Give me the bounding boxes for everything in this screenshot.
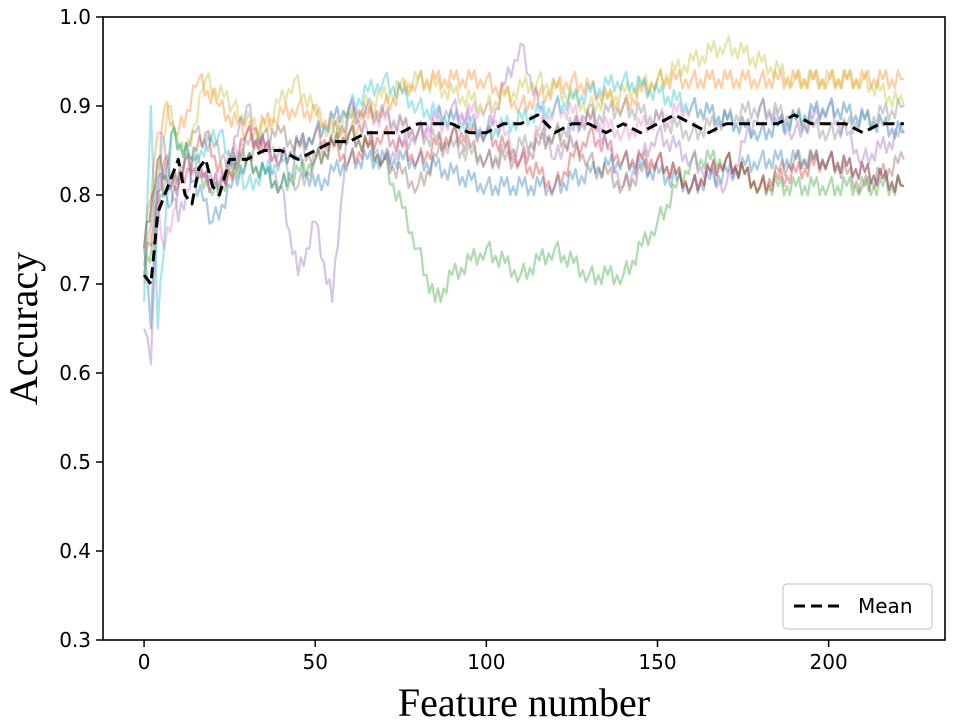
run-line-1 bbox=[143, 149, 905, 330]
y-tick-label: 0.3 bbox=[59, 628, 91, 652]
y-tick-label: 0.6 bbox=[59, 361, 91, 385]
run-line-10 bbox=[143, 70, 905, 330]
y-tick-label: 0.4 bbox=[59, 539, 91, 563]
y-tick-label: 0.9 bbox=[59, 94, 91, 118]
x-axis-label: Feature number bbox=[398, 680, 650, 724]
x-tick-label: 100 bbox=[467, 650, 505, 674]
legend: Mean bbox=[782, 583, 933, 630]
y-tick-label: 0.5 bbox=[59, 450, 91, 474]
x-tick-label: 150 bbox=[638, 650, 676, 674]
y-axis-label: Accuracy bbox=[1, 252, 46, 405]
legend-box bbox=[782, 583, 933, 630]
legend-mean-label: Mean bbox=[858, 594, 913, 618]
run-lines bbox=[143, 35, 905, 366]
y-tick-label: 0.7 bbox=[59, 272, 91, 296]
plot-frame bbox=[102, 16, 946, 641]
run-line-3 bbox=[143, 125, 904, 303]
y-axis-ticks: 0.3 0.4 0.5 0.6 0.7 0.8 0.9 1.0 bbox=[59, 5, 103, 652]
mean-line-group bbox=[142, 113, 904, 286]
run-line-4 bbox=[143, 122, 905, 267]
y-tick-label: 0.8 bbox=[59, 183, 91, 207]
x-tick-label: 0 bbox=[138, 650, 151, 674]
x-tick-label: 200 bbox=[810, 650, 848, 674]
run-line-5 bbox=[143, 42, 905, 366]
run-line-2 bbox=[143, 69, 904, 249]
y-tick-label: 1.0 bbox=[59, 5, 91, 29]
run-line-9 bbox=[143, 35, 905, 285]
x-tick-label: 50 bbox=[302, 650, 327, 674]
mean-line bbox=[142, 113, 904, 286]
x-axis-ticks: 0 50 100 150 200 bbox=[138, 640, 848, 674]
run-line-8 bbox=[143, 97, 905, 249]
